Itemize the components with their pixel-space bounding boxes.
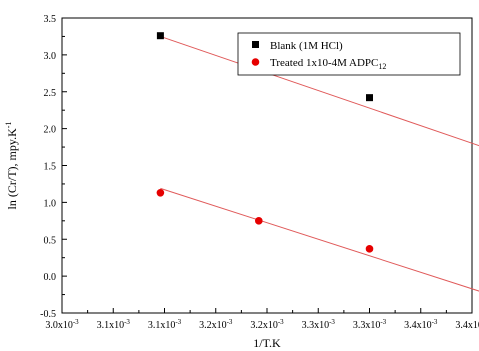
x-tick-label-mantissa: 3.4x10 bbox=[455, 320, 479, 331]
y-tick-label: 0.5 bbox=[44, 235, 57, 246]
x-tick-label-mantissa: 3.3x10 bbox=[302, 320, 330, 331]
legend-marker-treated bbox=[251, 58, 260, 66]
legend-label-treated-sub: 12 bbox=[378, 62, 386, 71]
legend-label-blank: Blank (1M HCl) bbox=[270, 40, 343, 52]
x-tick-label-mantissa: 3.2x10 bbox=[199, 320, 227, 331]
x-tick-label-exponent: -3 bbox=[227, 318, 233, 326]
axis-ticks: 3.0x10-3 3.1x10-3 3.1x10-3 3.2x10-3 3.2x10-3… bbox=[40, 14, 479, 331]
x-tick-label-exponent: -3 bbox=[124, 318, 130, 326]
fit-line-series-0 bbox=[160, 35, 479, 147]
y-tick-label: 1.0 bbox=[44, 198, 57, 209]
x-tick-label-exponent: -3 bbox=[73, 318, 79, 326]
x-tick-label: 3.3x10-3 bbox=[302, 318, 336, 331]
x-tick-label-exponent: -3 bbox=[329, 318, 335, 326]
x-tick-label-exponent: -3 bbox=[432, 318, 438, 326]
y-tick-label: -0.5 bbox=[40, 309, 56, 320]
x-tick-label: 3.3x10-3 bbox=[353, 318, 387, 331]
legend-box bbox=[237, 32, 461, 76]
x-tick-label: 3.1x10-3 bbox=[97, 318, 131, 331]
y-tick-label: 2.0 bbox=[44, 125, 57, 136]
x-tick-label: 3.1x10-3 bbox=[148, 318, 182, 331]
y-tick-label: 3.5 bbox=[44, 14, 57, 25]
x-tick-label-exponent: -3 bbox=[380, 318, 386, 326]
x-tick-label: 3.0x10-3 bbox=[45, 318, 79, 331]
legend-label-treated: Treated 1x10-4M ADPC12 bbox=[270, 57, 386, 71]
x-tick-label-mantissa: 3.2x10 bbox=[250, 320, 278, 331]
x-tick-label: 3.4x10-3 bbox=[455, 318, 479, 331]
x-tick-label: 3.2x10-3 bbox=[199, 318, 233, 331]
data-point-blank bbox=[156, 32, 164, 40]
y-axis-title-sup: -1 bbox=[4, 122, 13, 129]
legend: Blank (1M HCl) Treated 1x10-4M ADPC12 bbox=[237, 32, 461, 76]
x-tick-label-mantissa: 3.1x10 bbox=[97, 320, 125, 331]
legend-marker-blank bbox=[252, 41, 259, 48]
x-tick-label-mantissa: 3.4x10 bbox=[404, 320, 432, 331]
y-axis-title: ln (Cr/T), mpy.K-1 bbox=[4, 122, 19, 210]
x-tick-label-exponent: -3 bbox=[278, 318, 284, 326]
x-tick-label: 3.4x10-3 bbox=[404, 318, 438, 331]
data-point-blank bbox=[366, 94, 373, 102]
y-tick-label: 0.0 bbox=[44, 272, 57, 283]
x-tick-label-mantissa: 3.3x10 bbox=[353, 320, 381, 331]
y-tick-label: 2.5 bbox=[44, 88, 57, 99]
fit-lines bbox=[160, 35, 479, 292]
y-tick-label: 3.0 bbox=[44, 51, 57, 62]
x-tick-label-mantissa: 3.1x10 bbox=[148, 320, 176, 331]
y-tick-label: 1.5 bbox=[44, 162, 57, 173]
x-tick-label-mantissa: 3.0x10 bbox=[45, 320, 73, 331]
data-point-treated bbox=[365, 245, 374, 253]
data-point-treated bbox=[254, 217, 263, 225]
data-point-treated bbox=[156, 188, 165, 197]
x-tick-label-exponent: -3 bbox=[175, 318, 181, 326]
x-tick-label: 3.2x10-3 bbox=[250, 318, 284, 331]
legend-label-treated-main: Treated 1x10-4M ADPC bbox=[270, 57, 378, 69]
fit-line-series-1 bbox=[160, 187, 479, 292]
x-axis-title: 1/T.K bbox=[253, 336, 281, 350]
y-axis-title-main: ln (Cr/T), mpy.K bbox=[5, 128, 19, 210]
